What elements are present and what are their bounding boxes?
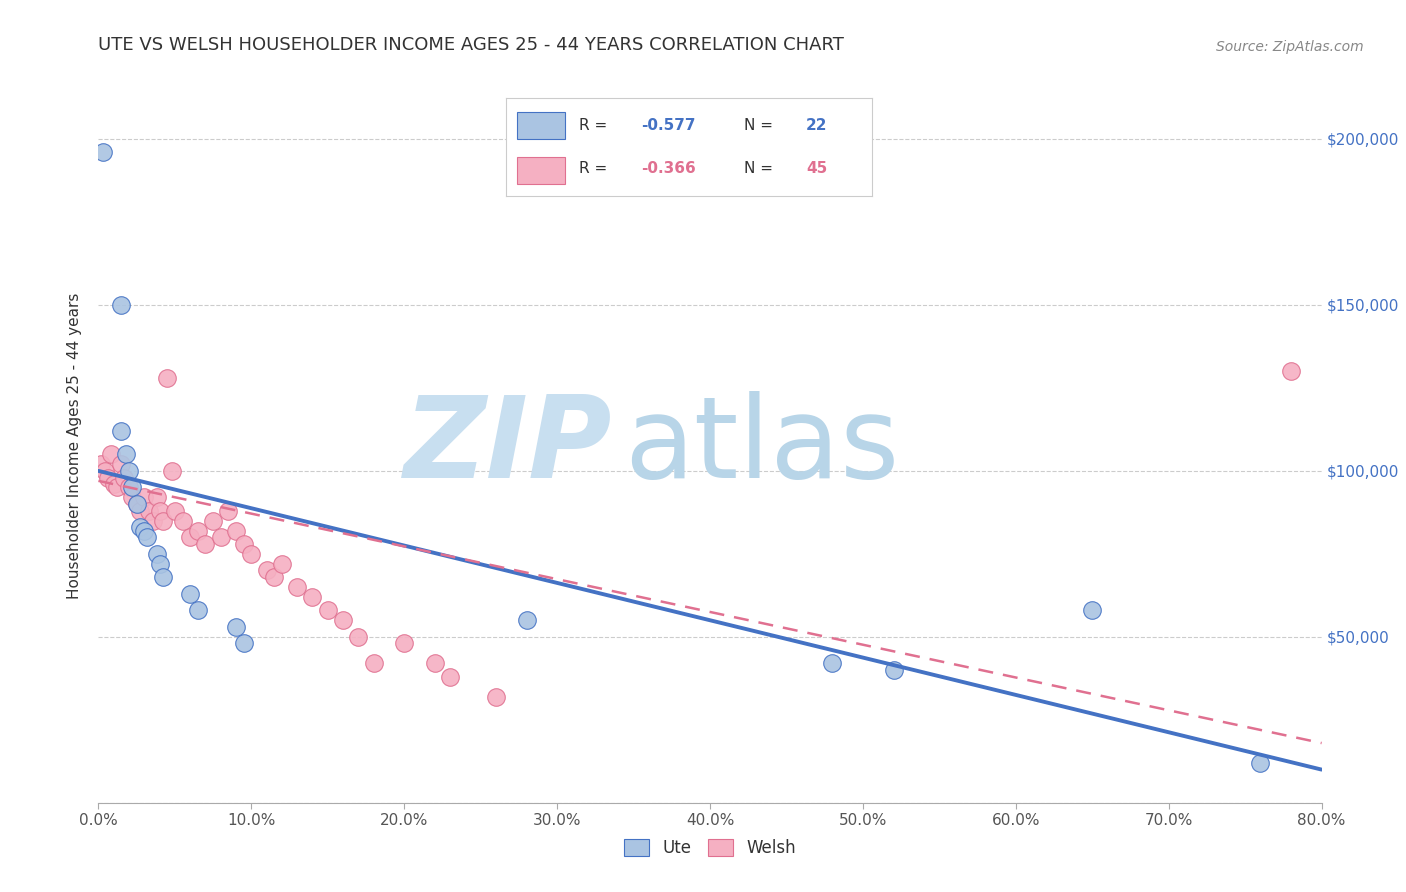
FancyBboxPatch shape	[517, 112, 565, 139]
Text: UTE VS WELSH HOUSEHOLDER INCOME AGES 25 - 44 YEARS CORRELATION CHART: UTE VS WELSH HOUSEHOLDER INCOME AGES 25 …	[98, 36, 844, 54]
Legend: Ute, Welsh: Ute, Welsh	[616, 831, 804, 866]
Point	[149, 504, 172, 518]
Text: atlas: atlas	[624, 391, 900, 501]
Point	[128, 504, 150, 518]
Text: N =: N =	[744, 161, 778, 177]
Point	[187, 524, 209, 538]
Point	[194, 537, 217, 551]
Point	[256, 564, 278, 578]
Point	[163, 504, 186, 518]
Point	[316, 603, 339, 617]
Point	[516, 613, 538, 627]
Point	[134, 524, 156, 538]
Text: R =: R =	[579, 118, 613, 133]
Point	[270, 557, 292, 571]
Point	[1249, 756, 1271, 770]
Point	[363, 657, 385, 671]
Text: 22: 22	[806, 118, 827, 133]
Point	[90, 457, 112, 471]
Point	[110, 457, 132, 471]
Text: R =: R =	[579, 161, 613, 177]
Y-axis label: Householder Income Ages 25 - 44 years: Householder Income Ages 25 - 44 years	[67, 293, 83, 599]
Point	[152, 570, 174, 584]
Point	[110, 298, 132, 312]
Point	[152, 514, 174, 528]
Point	[883, 663, 905, 677]
Point	[285, 580, 308, 594]
Text: -0.366: -0.366	[641, 161, 696, 177]
Point	[118, 464, 141, 478]
Point	[112, 470, 135, 484]
Point	[156, 371, 179, 385]
Point	[240, 547, 263, 561]
Point	[93, 464, 115, 478]
Point	[142, 514, 165, 528]
Point	[301, 590, 323, 604]
Point	[263, 570, 285, 584]
Point	[121, 481, 143, 495]
Point	[115, 447, 138, 461]
Point	[423, 657, 446, 671]
Point	[392, 636, 416, 650]
FancyBboxPatch shape	[517, 157, 565, 185]
Text: 45: 45	[806, 161, 827, 177]
Point	[97, 470, 120, 484]
Point	[439, 670, 461, 684]
Point	[332, 613, 354, 627]
Point	[179, 587, 201, 601]
Point	[145, 547, 167, 561]
Point	[347, 630, 370, 644]
Point	[145, 491, 167, 505]
Point	[172, 514, 194, 528]
Text: N =: N =	[744, 118, 778, 133]
Point	[225, 524, 247, 538]
Point	[125, 497, 148, 511]
Point	[217, 504, 239, 518]
Point	[138, 504, 160, 518]
Point	[100, 447, 122, 461]
Point	[118, 481, 141, 495]
Point	[209, 530, 232, 544]
Point	[121, 491, 143, 505]
Point	[105, 481, 128, 495]
Point	[225, 620, 247, 634]
Point	[91, 145, 114, 160]
Point	[179, 530, 201, 544]
Point	[821, 657, 844, 671]
Point	[485, 690, 508, 704]
Point	[1279, 364, 1302, 378]
Point	[160, 464, 183, 478]
Point	[110, 424, 132, 438]
Point	[187, 603, 209, 617]
Point	[202, 514, 225, 528]
Text: Source: ZipAtlas.com: Source: ZipAtlas.com	[1216, 39, 1364, 54]
Point	[134, 491, 156, 505]
Point	[103, 477, 125, 491]
Point	[128, 520, 150, 534]
Point	[1081, 603, 1104, 617]
Point	[232, 636, 254, 650]
Point	[149, 557, 172, 571]
Point	[136, 530, 159, 544]
Point	[125, 497, 148, 511]
Point	[232, 537, 254, 551]
Text: -0.577: -0.577	[641, 118, 696, 133]
Text: ZIP: ZIP	[404, 391, 612, 501]
